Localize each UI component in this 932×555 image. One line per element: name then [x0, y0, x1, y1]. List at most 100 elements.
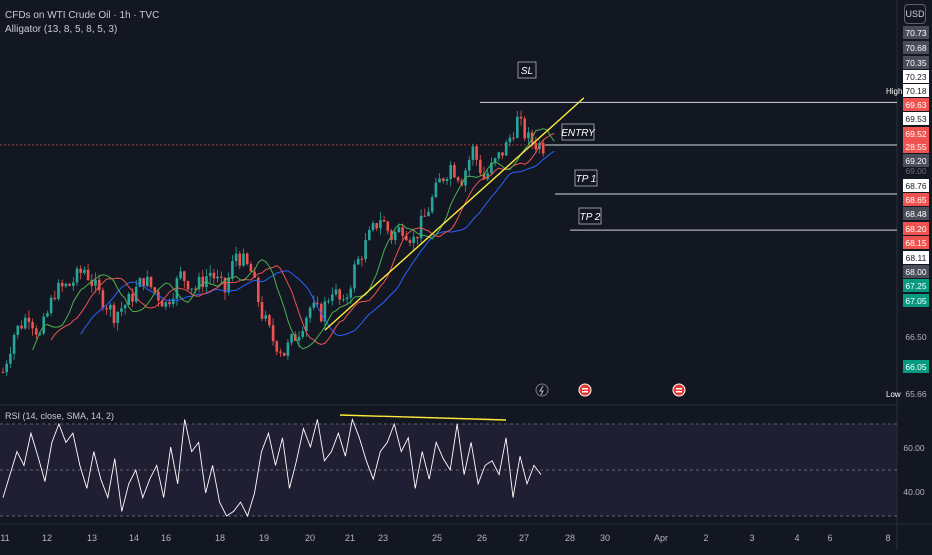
candle[interactable] — [164, 302, 168, 307]
candle[interactable] — [90, 280, 94, 286]
candle[interactable] — [179, 271, 182, 279]
candle[interactable] — [353, 264, 356, 289]
candle[interactable] — [183, 271, 186, 282]
candle[interactable] — [360, 258, 364, 260]
candle[interactable] — [453, 165, 456, 178]
candle[interactable] — [1, 372, 5, 374]
candle[interactable] — [475, 146, 478, 160]
currency-button[interactable]: USD — [904, 4, 926, 24]
time-axis[interactable]: 11 12 13 14 16 18 19 20 21 23 25 26 27 28 30 Apr 2 3 4 6 8 — [0, 533, 890, 543]
candle[interactable] — [286, 342, 290, 356]
candle[interactable] — [53, 297, 57, 299]
candle[interactable] — [423, 215, 427, 217]
candle[interactable] — [345, 297, 349, 300]
time-tick-label[interactable]: 11 — [0, 533, 9, 543]
candle[interactable] — [445, 179, 449, 181]
candle[interactable] — [190, 288, 193, 290]
candle[interactable] — [149, 276, 153, 288]
candle[interactable] — [430, 197, 434, 212]
candle[interactable] — [57, 282, 60, 299]
candle[interactable] — [331, 294, 334, 301]
trade-levels[interactable]: SL ENTRY TP 1 TP 2 — [0, 61, 897, 331]
candle[interactable] — [497, 152, 501, 159]
candle[interactable] — [375, 223, 378, 229]
candle[interactable] — [9, 353, 12, 364]
candle[interactable] — [260, 302, 264, 319]
candle[interactable] — [397, 227, 401, 233]
entry-box[interactable] — [561, 123, 595, 141]
candle[interactable] — [275, 341, 279, 352]
candle[interactable] — [79, 268, 82, 273]
candle[interactable] — [68, 283, 71, 286]
candle[interactable] — [342, 299, 345, 301]
time-tick-label[interactable]: Apr — [654, 533, 668, 543]
candle[interactable] — [97, 279, 101, 291]
candle[interactable] — [401, 227, 404, 236]
candle[interactable] — [349, 288, 353, 298]
candle[interactable] — [371, 223, 375, 231]
event-markers[interactable] — [535, 383, 686, 397]
indicator-legend[interactable]: Alligator (13, 8, 5, 8, 5, 3) — [5, 24, 118, 35]
candle[interactable] — [382, 219, 386, 222]
candle[interactable] — [109, 304, 112, 310]
candle[interactable] — [427, 211, 430, 216]
candle[interactable] — [516, 116, 519, 138]
tp1-box[interactable] — [574, 169, 598, 187]
candle[interactable] — [12, 334, 16, 354]
price-axis[interactable]: 70.73 70.68 70.35 70.23 70.18 69.63 69.53 69.52… — [886, 26, 929, 497]
candle[interactable] — [501, 152, 504, 156]
time-tick-label[interactable]: 25 — [432, 533, 442, 543]
candle[interactable] — [171, 298, 175, 305]
candle[interactable] — [60, 282, 64, 287]
candle[interactable] — [316, 302, 319, 304]
candle[interactable] — [208, 272, 212, 277]
candle[interactable] — [504, 142, 508, 156]
candle[interactable] — [323, 301, 327, 322]
tp2-box[interactable] — [578, 207, 602, 225]
candle[interactable] — [290, 334, 293, 343]
time-tick-label[interactable]: 2 — [703, 533, 708, 543]
candle[interactable] — [105, 308, 108, 310]
candle[interactable] — [142, 278, 145, 287]
candle[interactable] — [116, 311, 119, 323]
candle[interactable] — [519, 116, 523, 119]
candle[interactable] — [46, 313, 49, 317]
candle[interactable] — [212, 272, 216, 279]
candle[interactable] — [419, 215, 423, 239]
candle[interactable] — [405, 235, 408, 241]
candle[interactable] — [194, 288, 197, 290]
candle[interactable] — [449, 165, 452, 180]
time-tick-label[interactable]: 27 — [519, 533, 529, 543]
candle[interactable] — [186, 281, 190, 290]
candle[interactable] — [75, 268, 79, 283]
candle[interactable] — [456, 177, 460, 181]
candle[interactable] — [220, 276, 223, 278]
time-tick-label[interactable]: 20 — [305, 533, 315, 543]
candle[interactable] — [223, 277, 227, 293]
time-tick-label[interactable]: 13 — [87, 533, 97, 543]
rsi-legend[interactable]: RSI (14, close, SMA, 14, 2) — [5, 411, 115, 421]
candle[interactable] — [434, 182, 438, 198]
lightning-icon[interactable] — [535, 383, 549, 397]
candle[interactable] — [168, 302, 171, 305]
candle[interactable] — [123, 304, 127, 309]
time-tick-label[interactable]: 18 — [215, 533, 225, 543]
candle[interactable] — [16, 325, 20, 335]
candle[interactable] — [138, 278, 142, 287]
time-tick-label[interactable]: 28 — [565, 533, 575, 543]
time-tick-label[interactable]: 21 — [345, 533, 355, 543]
time-tick-label[interactable]: 19 — [259, 533, 269, 543]
candle[interactable] — [467, 159, 471, 171]
candle[interactable] — [327, 300, 330, 302]
candle[interactable] — [438, 178, 441, 183]
candle[interactable] — [234, 253, 238, 262]
candle[interactable] — [27, 317, 31, 323]
time-tick-label[interactable]: 6 — [827, 533, 832, 543]
candle[interactable] — [101, 290, 105, 309]
rsi-divergence-line[interactable] — [339, 414, 507, 421]
candle[interactable] — [238, 253, 242, 266]
candle[interactable] — [301, 331, 304, 337]
candle[interactable] — [386, 221, 390, 231]
candle[interactable] — [493, 158, 497, 163]
time-tick-label[interactable]: 26 — [477, 533, 487, 543]
